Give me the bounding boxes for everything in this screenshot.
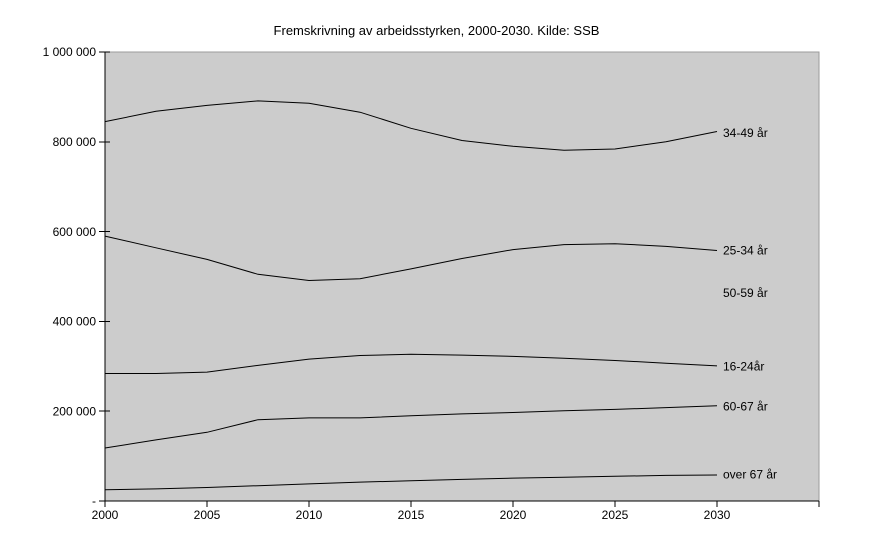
x-axis-label: 2025 xyxy=(602,508,629,522)
x-axis-label: 2020 xyxy=(500,508,527,522)
y-axis-label: 1 000 000 xyxy=(43,45,97,59)
series-line-60-67 xyxy=(104,405,718,449)
series-label: 25-34 år xyxy=(723,244,768,258)
series-label: 34-49 år xyxy=(723,126,768,140)
y-axis-label: - xyxy=(92,494,96,508)
plot-area xyxy=(104,51,820,502)
y-axis-label: 400 000 xyxy=(53,315,97,329)
series-line-16-24 xyxy=(105,353,718,374)
series-line-34-49 xyxy=(104,100,718,151)
y-axis-label: 800 000 xyxy=(53,135,97,149)
series-label: 50-59 år xyxy=(723,286,768,300)
series-label: 16-24år xyxy=(723,360,764,374)
x-axis-label: 2015 xyxy=(398,508,425,522)
series-label: 60-67 år xyxy=(723,399,768,413)
chart-title: Fremskrivning av arbeidsstyrken, 2000-20… xyxy=(273,23,600,38)
x-axis-label: 2010 xyxy=(296,508,323,522)
y-axis-label: 600 000 xyxy=(53,225,97,239)
y-axis-label: 200 000 xyxy=(53,404,97,418)
x-axis-label: 2000 xyxy=(92,508,119,522)
series-line-25-34 xyxy=(104,235,718,282)
x-axis-label: 2005 xyxy=(194,508,221,522)
x-axis-label: 2030 xyxy=(704,508,731,522)
series-line-over-67 xyxy=(104,474,718,491)
series-label: over 67 år xyxy=(723,467,777,481)
